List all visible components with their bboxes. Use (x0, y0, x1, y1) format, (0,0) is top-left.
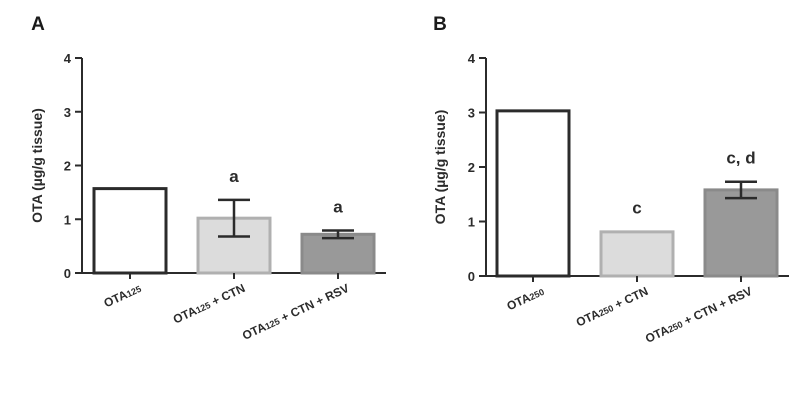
y-tick-label: 1 (468, 215, 475, 230)
y-tick-label: 2 (468, 160, 475, 175)
significance-label: c, d (726, 149, 755, 168)
panel-label: B (433, 14, 447, 35)
category-suffix: + CTN (207, 281, 248, 310)
x-category-label: OTA125 (102, 281, 144, 310)
bar (300, 232, 376, 275)
bar (92, 187, 168, 275)
error-bar (725, 180, 757, 200)
category-suffix: + CTN (610, 284, 651, 313)
bar (599, 230, 675, 278)
y-tick-label: 1 (64, 212, 71, 227)
significance-label: a (229, 167, 239, 186)
x-category-label: OTA250 (505, 284, 547, 313)
y-tick-label: 4 (64, 51, 72, 66)
panel-label: A (31, 14, 45, 35)
bar (703, 188, 779, 278)
significance-label: a (333, 198, 343, 217)
y-tick-label: 3 (468, 106, 475, 121)
y-axis-title: OTA (µg/g tissue) (29, 108, 45, 223)
x-category-label: OTA125 + CTN + RSV (240, 281, 351, 343)
y-tick-label: 3 (64, 105, 71, 120)
significance-label: c (632, 198, 641, 217)
y-tick-label: 0 (468, 269, 475, 284)
x-category-label: OTA250 + CTN + RSV (643, 284, 754, 346)
bar (495, 109, 571, 278)
y-tick-label: 0 (64, 266, 71, 281)
error-bar (218, 198, 250, 238)
panel-a: A OTA (µg/g tissue) 0 1 2 3 4 OTA125 a OTA125 + C… (29, 14, 386, 343)
y-axis-title: OTA (µg/g tissue) (432, 110, 448, 225)
category-subscript: 250 (528, 287, 546, 302)
y-tick-label: 2 (64, 159, 71, 174)
error-bar (322, 229, 354, 240)
x-category-label: OTA250 + CTN (574, 284, 650, 330)
category-suffix: + CTN + RSV (276, 281, 351, 326)
category-suffix: + CTN + RSV (679, 284, 754, 329)
y-tick-label: 4 (468, 51, 476, 66)
panel-b: B OTA (µg/g tissue) 0 1 2 3 4 OTA250 c OTA250 + C… (432, 14, 789, 346)
category-subscript: 125 (125, 284, 143, 299)
x-category-label: OTA125 + CTN (171, 281, 247, 327)
